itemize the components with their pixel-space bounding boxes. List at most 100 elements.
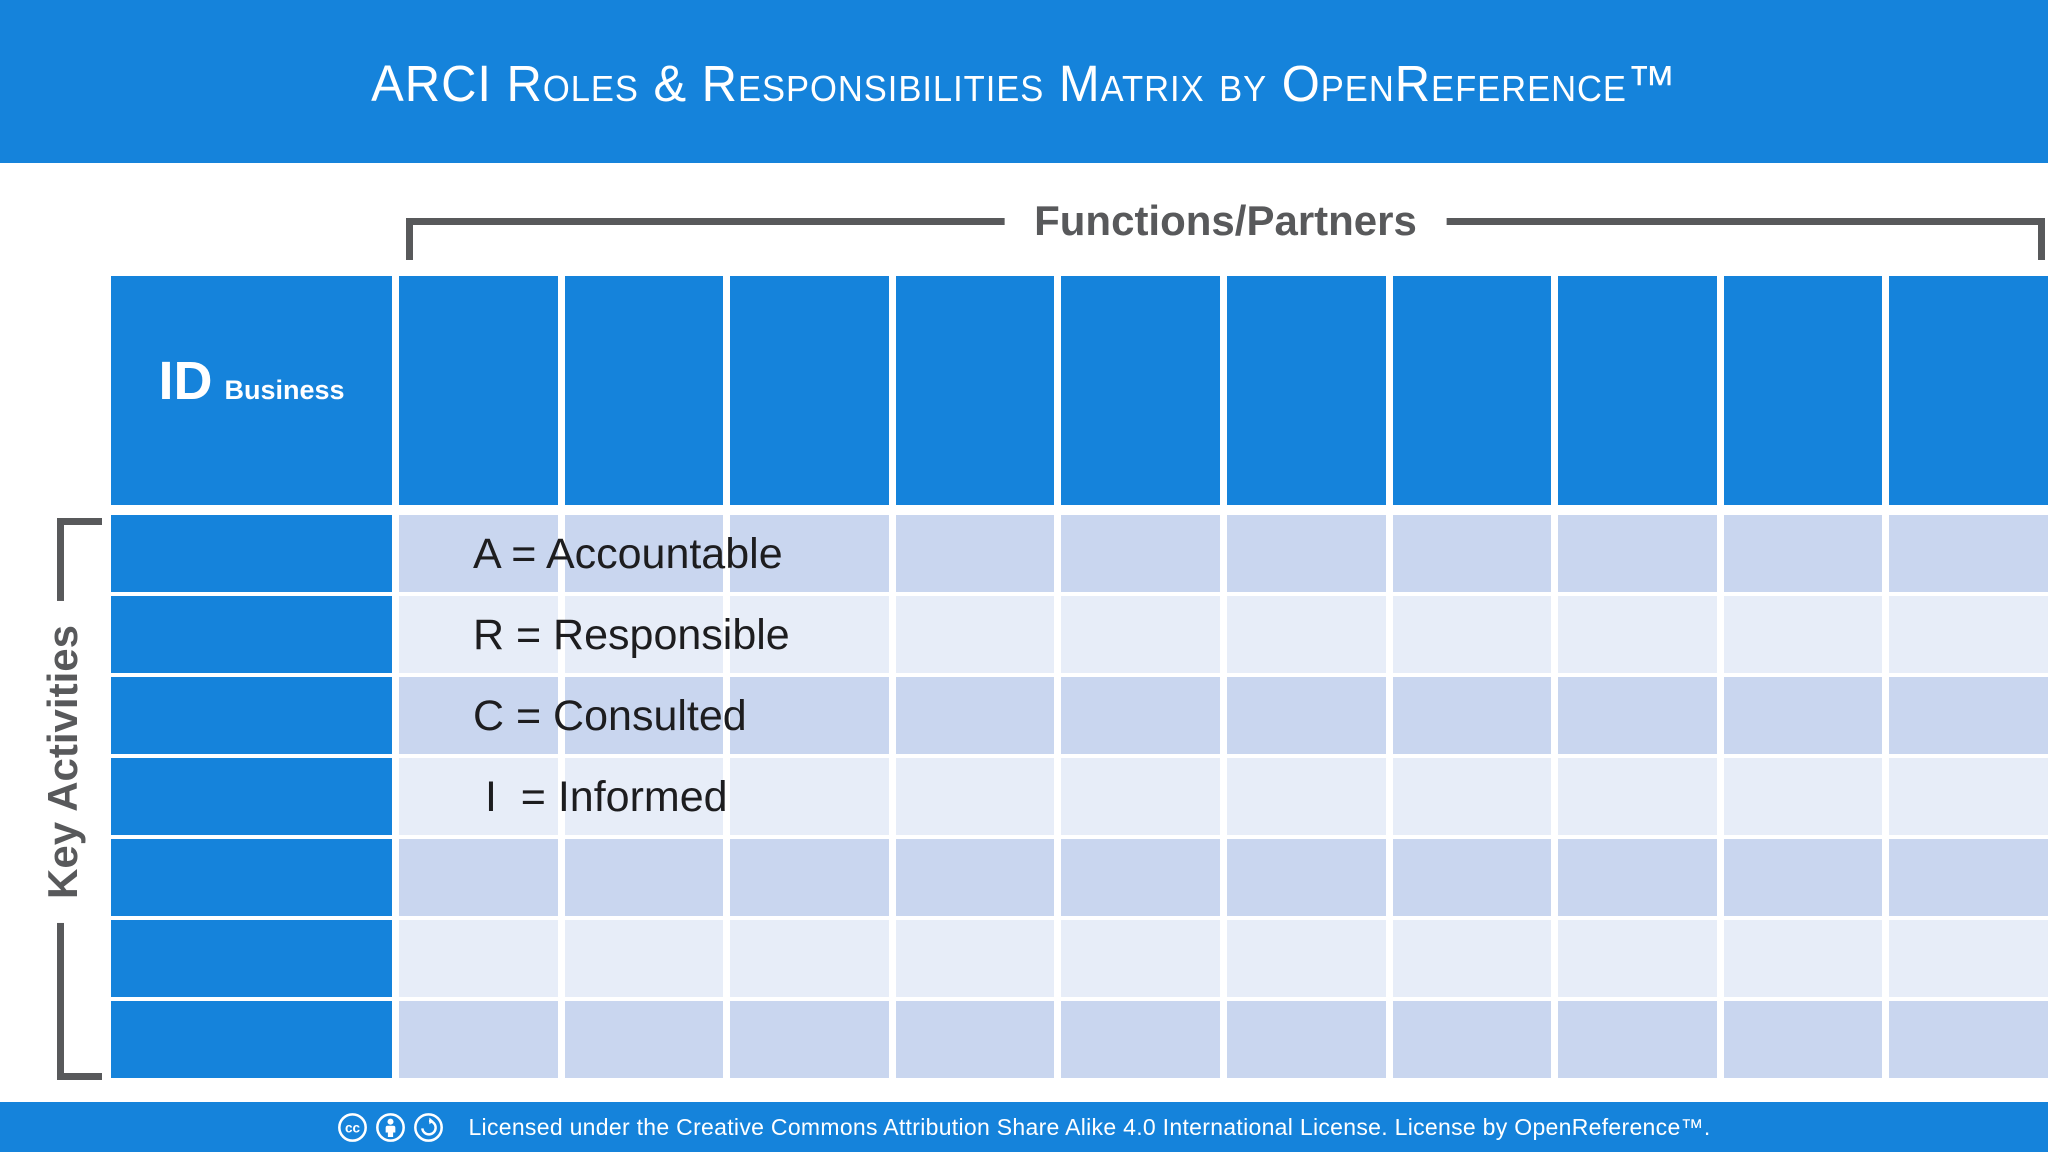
matrix-cell bbox=[1392, 758, 1552, 835]
matrix-cell bbox=[1392, 515, 1552, 592]
matrix-cell bbox=[399, 1001, 558, 1078]
cc-icon-group: cc bbox=[337, 1112, 444, 1143]
matrix-cell bbox=[1558, 515, 1717, 592]
activity-id-cell bbox=[111, 839, 392, 916]
svg-text:cc: cc bbox=[345, 1120, 361, 1135]
matrix-cell bbox=[1061, 677, 1220, 754]
activity-id-cell bbox=[111, 920, 392, 997]
matrix-cell bbox=[1889, 596, 2048, 673]
id-label: ID bbox=[158, 351, 213, 411]
attribution-icon bbox=[376, 1112, 406, 1142]
matrix-cell bbox=[564, 677, 724, 754]
matrix-cell bbox=[1227, 596, 1386, 673]
matrix-cell bbox=[1889, 515, 2048, 592]
matrix-cell bbox=[1392, 920, 1552, 997]
matrix-cell bbox=[399, 596, 558, 673]
activity-id-cell bbox=[111, 515, 392, 592]
function-header-cell bbox=[1558, 276, 1717, 505]
matrix-cell bbox=[1558, 677, 1717, 754]
matrix-cell bbox=[1723, 677, 1883, 754]
matrix-header-row: ID Business bbox=[111, 276, 2048, 505]
matrix-cell bbox=[730, 1001, 889, 1078]
function-header-cell bbox=[1227, 276, 1386, 505]
matrix-cell bbox=[564, 839, 724, 916]
matrix-cell bbox=[564, 515, 724, 592]
matrix-cell bbox=[1889, 839, 2048, 916]
title-bar: ARCI Roles & Responsibilities Matrix by … bbox=[0, 0, 2048, 163]
matrix-cell bbox=[1723, 1001, 1883, 1078]
functions-partners-label: Functions/Partners bbox=[1004, 197, 1447, 245]
matrix-cell bbox=[1558, 596, 1717, 673]
matrix-cell bbox=[1061, 758, 1220, 835]
matrix-body bbox=[111, 515, 2048, 1078]
matrix-cell bbox=[1558, 920, 1717, 997]
matrix-cell bbox=[1227, 1001, 1386, 1078]
matrix-cell bbox=[730, 677, 889, 754]
matrix-cell bbox=[1227, 515, 1386, 592]
matrix-cell bbox=[399, 758, 558, 835]
key-activities-label: Key Activities bbox=[33, 601, 93, 923]
matrix-cell bbox=[1558, 758, 1717, 835]
matrix-cell bbox=[1889, 920, 2048, 997]
matrix-cell bbox=[564, 920, 724, 997]
matrix-cell bbox=[730, 515, 889, 592]
matrix-cell bbox=[730, 920, 889, 997]
matrix-cell bbox=[1392, 677, 1552, 754]
matrix-cell bbox=[399, 677, 558, 754]
activity-id-cell bbox=[111, 677, 392, 754]
matrix-cell bbox=[1723, 758, 1883, 835]
matrix-cell bbox=[1061, 515, 1220, 592]
function-header-cell bbox=[564, 276, 724, 505]
function-header-cell bbox=[895, 276, 1055, 505]
matrix-cell bbox=[1392, 1001, 1552, 1078]
matrix-cell bbox=[1227, 758, 1386, 835]
function-header-cell bbox=[1061, 276, 1220, 505]
business-label: Business bbox=[224, 375, 345, 405]
share-alike-icon bbox=[414, 1112, 444, 1142]
matrix-cell bbox=[564, 1001, 724, 1078]
legend-responsible: R = Responsible bbox=[473, 611, 790, 659]
matrix-cell bbox=[1061, 1001, 1220, 1078]
matrix-cell bbox=[1558, 839, 1717, 916]
matrix-cell bbox=[1723, 839, 1883, 916]
matrix-cell bbox=[730, 839, 889, 916]
function-header-cell bbox=[1392, 276, 1552, 505]
matrix-cell bbox=[1061, 596, 1220, 673]
matrix-cell bbox=[1392, 596, 1552, 673]
matrix-cell bbox=[1723, 596, 1883, 673]
activity-id-cell bbox=[111, 596, 392, 673]
id-header-cell: ID Business bbox=[111, 276, 392, 505]
matrix-cell bbox=[1558, 1001, 1717, 1078]
matrix-cell bbox=[895, 596, 1055, 673]
matrix-cell bbox=[895, 920, 1055, 997]
matrix-cell bbox=[1723, 515, 1883, 592]
matrix-cell bbox=[895, 515, 1055, 592]
function-header-cell bbox=[1889, 276, 2048, 505]
matrix-cell bbox=[895, 839, 1055, 916]
matrix-cell bbox=[1889, 758, 2048, 835]
legend-consulted: C = Consulted bbox=[473, 692, 747, 740]
license-bar: cc Licensed under the Creative Commons A… bbox=[0, 1102, 2048, 1152]
matrix-cell bbox=[1227, 920, 1386, 997]
functions-partners-bracket: Functions/Partners bbox=[406, 197, 2045, 260]
matrix-cell bbox=[564, 596, 724, 673]
activity-id-cell bbox=[111, 1001, 392, 1078]
matrix-cell bbox=[1061, 839, 1220, 916]
matrix-cell bbox=[730, 596, 889, 673]
activity-id-cell bbox=[111, 758, 392, 835]
matrix-cell bbox=[895, 677, 1055, 754]
matrix-cell bbox=[1889, 677, 2048, 754]
matrix-cell bbox=[399, 515, 558, 592]
matrix-cell bbox=[895, 758, 1055, 835]
matrix-cell bbox=[399, 920, 558, 997]
matrix-cell bbox=[1061, 920, 1220, 997]
function-header-cell bbox=[399, 276, 558, 505]
matrix-cell bbox=[895, 1001, 1055, 1078]
matrix-cell bbox=[399, 839, 558, 916]
legend-informed: I = Informed bbox=[473, 773, 728, 821]
legend-accountable: A = Accountable bbox=[473, 530, 783, 578]
matrix-cell bbox=[1392, 839, 1552, 916]
page-title: ARCI Roles & Responsibilities Matrix by … bbox=[371, 55, 1677, 112]
license-text: Licensed under the Creative Commons Attr… bbox=[468, 1113, 1711, 1140]
